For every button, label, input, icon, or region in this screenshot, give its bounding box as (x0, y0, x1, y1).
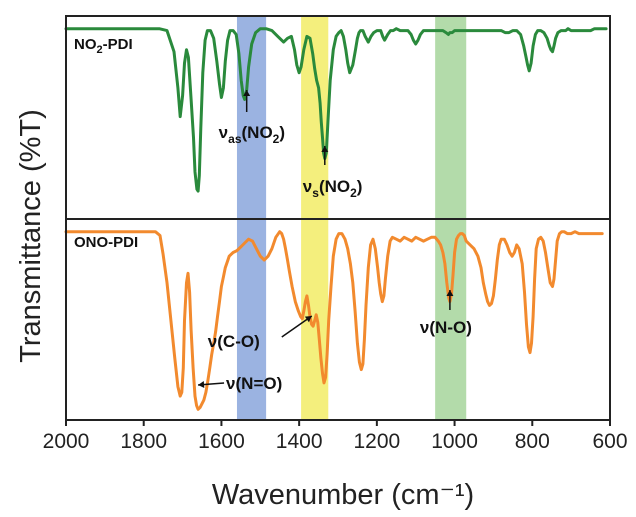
annotation-arrow (321, 146, 329, 165)
peak-label: ν(C-O) (208, 332, 260, 351)
annotation-arrow (243, 90, 251, 112)
x-tick-label: 1800 (120, 430, 167, 453)
x-tick-label: 800 (515, 430, 550, 453)
annotation-arrow (281, 315, 313, 338)
x-tick-label: 1600 (198, 430, 245, 453)
x-axis-ticks: 2000 1800 1600 1400 1200 1000 800 600 (43, 420, 628, 453)
no2-pdi-spectrum-line (64, 27, 608, 193)
y-axis-title: Transmittance (%T) (15, 109, 47, 363)
annotation-arrow (197, 381, 225, 389)
x-tick-label: 600 (592, 430, 627, 453)
annotation-arrow (446, 290, 454, 310)
peak-label: ν(N-O) (420, 318, 472, 337)
peak-label: νs(NO2) (303, 177, 363, 200)
axes (65, 15, 611, 421)
ono-pdi-spectrum-line (64, 230, 604, 411)
x-tick-label: 1400 (276, 430, 323, 453)
bottom-panel-label: ONO-PDI (74, 234, 138, 251)
peak-label: ν(N=O) (226, 374, 282, 393)
peak-label: νas(NO2) (219, 123, 285, 146)
top-panel-label: NO2-PDI (74, 36, 133, 56)
x-tick-label: 1200 (353, 430, 400, 453)
x-axis-title: Wavenumber (cm⁻¹) (212, 479, 474, 511)
spectra-traces (64, 27, 608, 411)
peak-annotations: νas(NO2) νs(NO2) ν(C-O) ν(N=O) ν(N-O) (197, 90, 472, 393)
bottom-panel-frame (65, 218, 611, 421)
x-tick-label: 1000 (431, 430, 478, 453)
x-tick-label: 2000 (43, 430, 90, 453)
